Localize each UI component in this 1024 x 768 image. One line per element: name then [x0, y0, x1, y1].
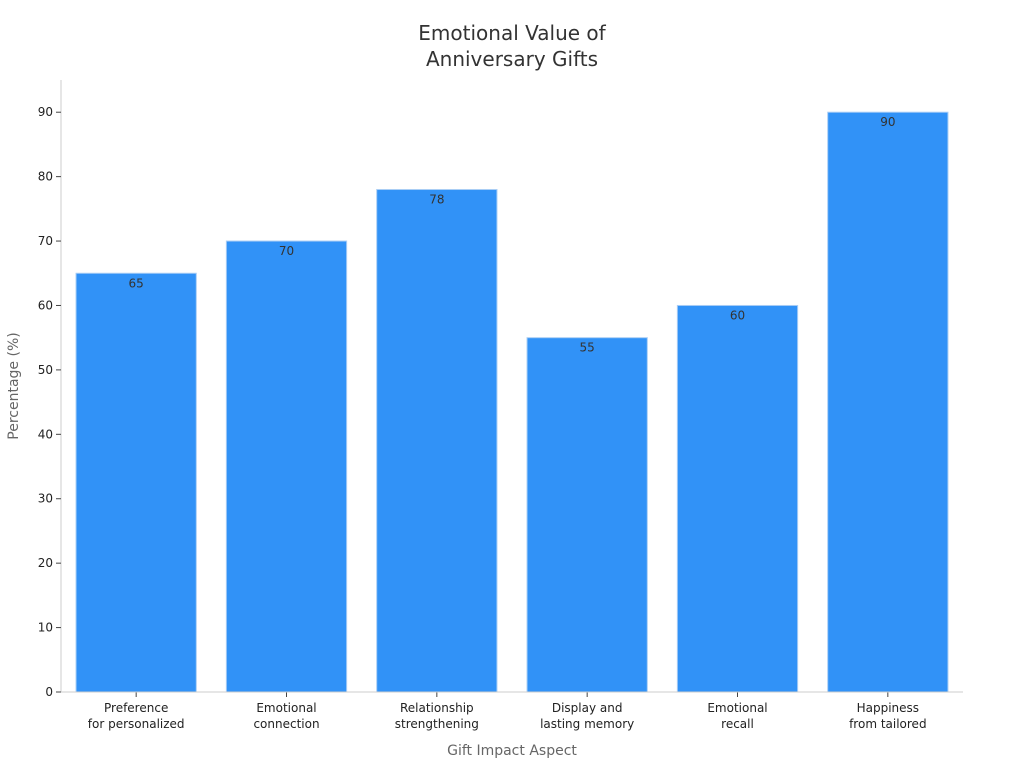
data-label-0: 65 [129, 276, 144, 290]
x-tick-label-4-line-1: recall [721, 717, 754, 731]
y-tick-label-4: 40 [38, 427, 53, 441]
x-tick-label-1: Emotional connection [253, 701, 319, 731]
x-tick-label-0: Preference for personalized [88, 701, 185, 731]
data-label-2: 78 [429, 193, 444, 207]
bar-4 [676, 304, 799, 693]
y-tick-label-8: 80 [38, 170, 53, 184]
chart-title: Emotional Value of Anniversary Gifts [418, 21, 606, 71]
y-tick-label-9: 90 [38, 105, 53, 119]
chart-title-line-2: Anniversary Gifts [426, 47, 598, 71]
x-tick-label-3-line-1: lasting memory [540, 717, 634, 731]
y-tick-label-6: 60 [38, 298, 53, 312]
bar-3 [526, 337, 648, 693]
x-tick-label-2: Relationship strengthening [395, 701, 479, 731]
x-axis-title: Gift Impact Aspect [447, 743, 577, 759]
x-tick-label-4-line-0: Emotional [707, 701, 767, 715]
x-tick-label-5-line-0: Happiness [857, 701, 919, 715]
data-label-3: 55 [580, 341, 595, 355]
x-tick-label-0-line-1: for personalized [88, 717, 185, 731]
x-tick-label-5-line-1: from tailored [849, 717, 926, 731]
x-tick-label-4: Emotional recall [707, 701, 767, 731]
plot-area: 65 70 78 55 60 90 0 10 20 30 40 50 60 70 80 90 Prefere… [38, 80, 963, 731]
bar-2 [376, 189, 498, 693]
x-tick-label-1-line-0: Emotional [256, 701, 316, 715]
y-tick-label-0: 0 [45, 685, 53, 699]
y-tick-label-2: 20 [38, 556, 53, 570]
x-tick-label-2-line-0: Relationship [400, 701, 474, 715]
data-label-4: 60 [730, 308, 745, 322]
y-tick-label-5: 50 [38, 363, 53, 377]
x-tick-label-0-line-0: Preference [104, 701, 168, 715]
bars [75, 111, 949, 693]
y-tick-label-7: 70 [38, 234, 53, 248]
x-axis: Preference for personalized Emotional conne… [61, 691, 963, 731]
x-tick-label-3: Display and lasting memory [540, 701, 634, 731]
x-tick-label-1-line-1: connection [253, 717, 319, 731]
bar-0 [75, 272, 197, 693]
data-labels: 65 70 78 55 60 90 [129, 115, 896, 354]
data-label-5: 90 [880, 115, 895, 129]
bar-5 [827, 111, 949, 693]
y-axis: 0 10 20 30 40 50 60 70 80 90 [38, 80, 62, 699]
y-axis-title: Percentage (%) [6, 332, 22, 439]
data-label-1: 70 [279, 244, 294, 258]
bar-1 [225, 240, 348, 693]
x-tick-label-3-line-0: Display and [552, 701, 623, 715]
chart-title-line-1: Emotional Value of [418, 21, 606, 45]
y-tick-label-1: 10 [38, 621, 53, 635]
x-tick-label-2-line-1: strengthening [395, 717, 479, 731]
x-tick-label-5: Happiness from tailored [849, 701, 926, 731]
y-tick-label-3: 30 [38, 492, 53, 506]
